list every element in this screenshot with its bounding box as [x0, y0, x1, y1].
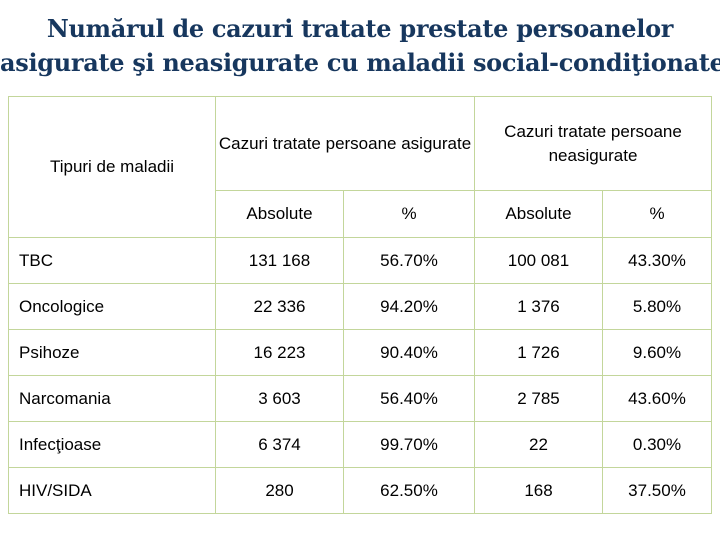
disease-name: HIV/SIDA: [8, 467, 216, 514]
insured-absolute: 131 168: [215, 237, 344, 284]
insured-percent: 94.20%: [343, 283, 475, 330]
uninsured-percent: 9.60%: [601, 329, 713, 376]
disease-name: TBC: [8, 237, 216, 284]
insured-absolute: 22 336: [215, 283, 344, 330]
insured-percent: 62.50%: [343, 467, 475, 514]
insured-percent: 56.40%: [343, 375, 475, 422]
table-row: Narcomania 3 603 56.40% 2 785 43.60%: [8, 375, 713, 422]
title-line-1: Numărul de cazuri tratate prestate perso…: [46, 14, 674, 43]
insured-absolute: 280: [215, 467, 344, 514]
uninsured-absolute: 1 376: [474, 283, 603, 330]
table-row: Infecţioase 6 374 99.70% 22 0.30%: [8, 421, 713, 468]
uninsured-percent: 0.30%: [601, 421, 713, 468]
disease-name: Psihoze: [8, 329, 216, 376]
uninsured-percent: 43.60%: [601, 375, 713, 422]
column-group-insured: Cazuri tratate persoane asigurate: [215, 96, 475, 191]
uninsured-percent: 37.50%: [601, 467, 713, 514]
table-row: Psihoze 16 223 90.40% 1 726 9.60%: [8, 329, 713, 376]
column-header-disease-types: Tipuri de maladii: [8, 96, 216, 238]
column-header-uninsured-percent: %: [601, 190, 713, 238]
uninsured-absolute: 168: [474, 467, 603, 514]
table-row: Oncologice 22 336 94.20% 1 376 5.80%: [8, 283, 713, 330]
disease-name: Narcomania: [8, 375, 216, 422]
column-header-insured-percent: %: [343, 190, 475, 238]
disease-name: Oncologice: [8, 283, 216, 330]
uninsured-percent: 43.30%: [601, 237, 713, 284]
column-header-uninsured-absolute: Absolute: [474, 190, 603, 238]
uninsured-absolute: 100 081: [474, 237, 603, 284]
uninsured-absolute: 1 726: [474, 329, 603, 376]
uninsured-absolute: 22: [474, 421, 603, 468]
column-group-uninsured: Cazuri tratate persoane neasigurate: [473, 96, 713, 191]
insured-percent: 56.70%: [343, 237, 475, 284]
title-line-2: asigurate şi neasigurate cu maladii soci…: [0, 48, 720, 77]
insured-absolute: 16 223: [215, 329, 344, 376]
statistics-table: Tipuri de maladii Cazuri tratate persoan…: [8, 96, 713, 514]
disease-name: Infecţioase: [8, 421, 216, 468]
column-header-insured-absolute: Absolute: [215, 190, 344, 238]
page-title: Numărul de cazuri tratate prestate perso…: [0, 12, 720, 80]
insured-absolute: 6 374: [215, 421, 344, 468]
insured-absolute: 3 603: [215, 375, 344, 422]
uninsured-percent: 5.80%: [601, 283, 713, 330]
uninsured-absolute: 2 785: [474, 375, 603, 422]
table-row: TBC 131 168 56.70% 100 081 43.30%: [8, 237, 713, 284]
table-row: HIV/SIDA 280 62.50% 168 37.50%: [8, 467, 713, 514]
insured-percent: 99.70%: [343, 421, 475, 468]
insured-percent: 90.40%: [343, 329, 475, 376]
